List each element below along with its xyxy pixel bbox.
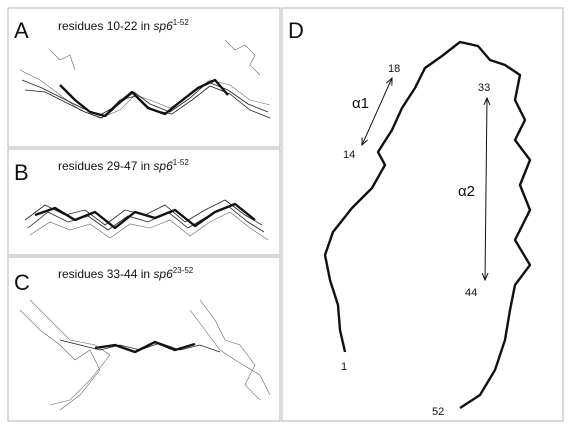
helix-label: α2: [458, 183, 475, 200]
panel-letter: C: [14, 270, 30, 295]
panel-frame: [7, 148, 281, 256]
helix-arrow: [362, 78, 392, 145]
panel-d: D α1 α2 18 33 14 44 1 52: [281, 7, 564, 422]
helix-label: α1: [352, 95, 369, 112]
backbone: [323, 40, 532, 410]
panel-caption: residues 33-44 in sp623-52: [58, 266, 194, 281]
residue-label: 18: [388, 63, 400, 75]
panel-caption: residues 10-22 in sp61-52: [58, 18, 189, 33]
residue-label: 52: [432, 406, 444, 418]
residue-label: 44: [465, 287, 477, 299]
panel-b: B residues 29-47 in sp61-52: [7, 148, 281, 256]
structure-bundle: [24, 199, 269, 241]
panel-frame: [281, 7, 564, 422]
panel-letter: D: [288, 18, 304, 43]
panel-frame: [7, 256, 281, 422]
helix-arrow: [485, 98, 487, 280]
panel-a: A residues 10-22 in sp61-52: [7, 7, 281, 148]
residue-label: 33: [478, 82, 490, 94]
panel-c: C residues 33-44 in sp623-52: [7, 256, 281, 422]
panel-frame: [7, 7, 281, 148]
residue-label: 1: [341, 361, 347, 373]
structure-bundle: [19, 39, 271, 119]
residue-label: 14: [343, 149, 355, 161]
panel-caption: residues 29-47 in sp61-52: [58, 158, 189, 173]
structure-bundle: [19, 299, 271, 411]
panel-letter: A: [14, 18, 29, 43]
panel-letter: B: [14, 160, 29, 185]
